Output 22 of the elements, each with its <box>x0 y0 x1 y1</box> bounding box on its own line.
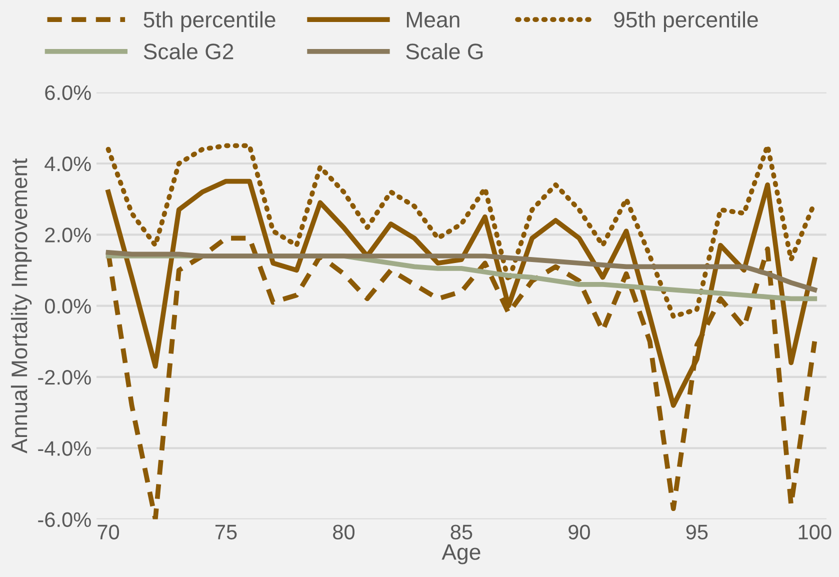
y-tick-label: -6.0% <box>38 512 91 528</box>
line-series <box>106 250 818 292</box>
x-tick-label: 75 <box>215 524 237 540</box>
y-tick-label: 6.0% <box>45 85 91 100</box>
y-tick-label: 0.0% <box>44 298 91 314</box>
x-axis-title: Age <box>442 544 480 564</box>
legend-label: Scale G2 <box>144 43 234 60</box>
y-tick-label: 4.0% <box>44 156 91 172</box>
x-tick-label: 70 <box>98 524 120 540</box>
x-tick-label: 85 <box>450 524 472 540</box>
legend-label: 5th percentile <box>144 11 276 32</box>
x-tick-label: 100 <box>798 524 832 540</box>
y-tick-label: -2.0% <box>38 370 91 385</box>
legend-label: Mean <box>406 12 460 28</box>
y-tick-label: 2.0% <box>45 228 91 242</box>
y-tick-label: -4.0% <box>38 441 91 456</box>
legend-label: 95th percentile <box>614 11 758 32</box>
y-axis-title: Annual Mortality Improvement <box>10 158 32 454</box>
x-tick-label: 80 <box>333 524 354 540</box>
x-tick-label: 95 <box>686 524 708 540</box>
x-tick-label: 90 <box>568 524 590 540</box>
legend-label: Scale G <box>406 43 483 60</box>
